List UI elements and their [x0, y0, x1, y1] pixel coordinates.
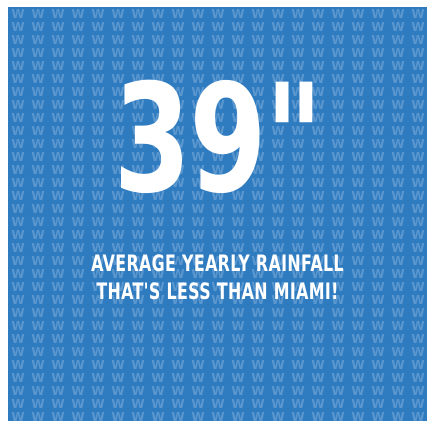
- stat-tile: W 39" AVERAGE YEARLY RAINFALL THAT'S LES…: [8, 7, 427, 421]
- headline-stat: 39": [113, 53, 323, 227]
- caption-line-2: THAT'S LESS THAN MIAMI!: [96, 280, 339, 305]
- w-pattern-background: W: [8, 7, 427, 421]
- caption-line-1: AVERAGE YEARLY RAINFALL: [91, 252, 344, 277]
